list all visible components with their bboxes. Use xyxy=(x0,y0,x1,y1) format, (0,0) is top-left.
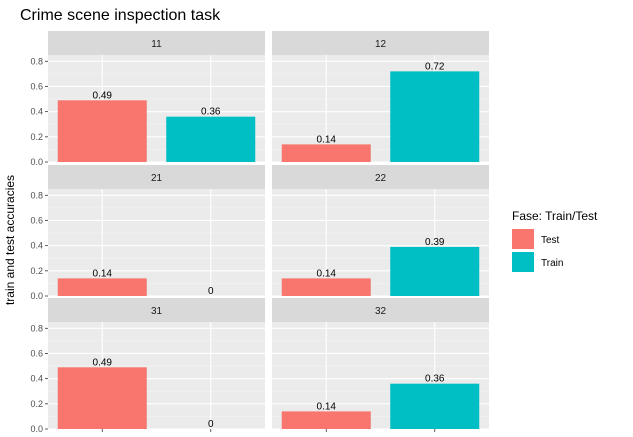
facet-strip-11 xyxy=(48,31,265,55)
y-tick-label: 0.4 xyxy=(30,374,43,384)
bar-value-label: 0.39 xyxy=(425,237,445,248)
facet-strip-22 xyxy=(272,165,489,189)
bar-value-label: 0.36 xyxy=(425,374,445,385)
y-tick-label: 0.6 xyxy=(30,348,43,358)
y-tick-label: 0.8 xyxy=(30,56,43,66)
facet-panel-22: 22 0.14 0.39 xyxy=(272,165,489,297)
facet-strip-label: 22 xyxy=(375,173,387,184)
facet-panel-11: 11 0.0 0.2 0.4 0.6 0.8 0.49 0.36 xyxy=(30,31,265,167)
facet-strip-32 xyxy=(272,298,489,322)
facet-strip-label: 21 xyxy=(151,173,163,184)
legend-entries: Test Train xyxy=(512,229,563,272)
bar-train xyxy=(390,246,480,296)
facet-strip-label: 11 xyxy=(151,39,162,50)
y-tick-label: 0.6 xyxy=(30,81,43,91)
chart-title: Crime scene inspection task xyxy=(20,7,221,24)
y-tick-label: 0.0 xyxy=(30,157,43,167)
legend-label: Train xyxy=(541,258,563,269)
y-tick-label: 0.0 xyxy=(30,424,43,434)
legend-title: Fase: Train/Test xyxy=(512,209,598,223)
facet-strip-12 xyxy=(272,31,489,55)
y-tick-label: 0.4 xyxy=(30,107,43,117)
bar-train xyxy=(390,71,480,162)
y-tick-label: 0.8 xyxy=(30,190,43,200)
y-tick-label: 0.8 xyxy=(30,323,43,333)
legend-label: Test xyxy=(541,235,560,246)
y-tick-label: 0.2 xyxy=(30,399,43,409)
facet-panel-31: 31 0.0 0.2 0.4 0.6 0.8 0.49 0 xyxy=(30,298,265,434)
panel-background xyxy=(48,189,265,296)
bar-value-label: 0.36 xyxy=(201,107,221,118)
bar-value-label: 0.49 xyxy=(93,90,113,101)
y-tick-label: 0.6 xyxy=(30,215,43,225)
facet-strip-label: 31 xyxy=(151,306,163,317)
bar-value-label: 0.14 xyxy=(317,401,337,412)
facet-strip-label: 12 xyxy=(375,39,387,50)
bar-value-label: 0.14 xyxy=(93,268,113,279)
bar-train xyxy=(390,383,480,429)
y-tick-label: 0.0 xyxy=(30,291,43,301)
legend-entry-train: Train xyxy=(512,252,563,272)
bar-test xyxy=(57,100,147,162)
bar-value-label: 0 xyxy=(208,286,214,297)
bar-value-label: 0 xyxy=(208,419,214,430)
y-tick-label: 0.2 xyxy=(30,266,43,276)
bar-train xyxy=(166,116,256,162)
bar-test xyxy=(57,278,147,296)
bar-test xyxy=(281,278,371,296)
legend: Fase: Train/Test Test Train xyxy=(512,209,598,272)
y-tick-label: 0.4 xyxy=(30,241,43,251)
bar-value-label: 0.49 xyxy=(93,357,113,368)
bar-value-label: 0.14 xyxy=(317,268,337,279)
bar-test xyxy=(57,367,147,429)
legend-swatch xyxy=(512,229,534,249)
y-axis-label: train and test accuracies xyxy=(3,175,17,305)
bar-test xyxy=(281,144,371,162)
facet-strip-label: 32 xyxy=(375,306,387,317)
facet-panels: 11 0.0 0.2 0.4 0.6 0.8 0.49 0.36 12 0.14 0.72 21 0.0… xyxy=(30,31,489,434)
facet-panel-32: 32 0.14 0.36 xyxy=(272,298,489,432)
facet-panel-21: 21 0.0 0.2 0.4 0.6 0.8 0.14 0 xyxy=(30,165,265,301)
facet-panel-12: 12 0.14 0.72 xyxy=(272,31,489,163)
bar-value-label: 0.14 xyxy=(317,134,337,145)
bar-test xyxy=(281,411,371,429)
legend-swatch xyxy=(512,252,534,272)
legend-entry-test: Test xyxy=(512,229,560,249)
bar-value-label: 0.72 xyxy=(425,61,445,72)
facet-strip-31 xyxy=(48,298,265,322)
facet-strip-21 xyxy=(48,165,265,189)
y-tick-label: 0.2 xyxy=(30,132,43,142)
